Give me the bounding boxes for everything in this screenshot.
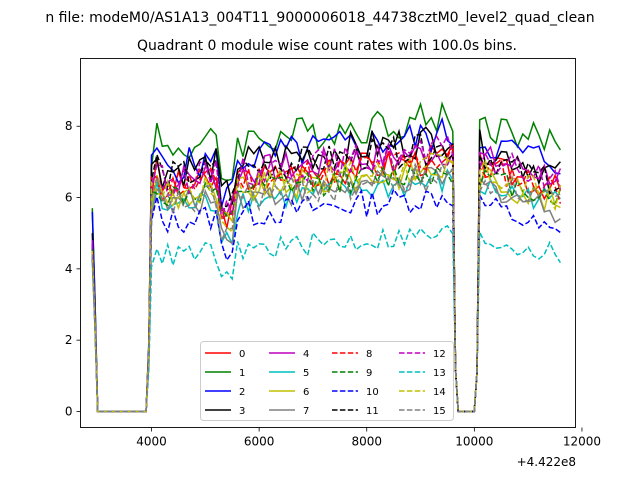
- legend-label-5: 5: [303, 368, 309, 379]
- legend-label-1: 1: [239, 368, 245, 379]
- series-line-13: [91, 224, 562, 413]
- y-axis: 0 2 4 6 8: [65, 119, 81, 418]
- series-line-12: [91, 134, 562, 413]
- x-offset-label: +4.422e8: [517, 455, 576, 469]
- x-tick-label: 6000: [244, 435, 275, 449]
- plot-area-frame: [80, 58, 576, 428]
- series-line-9: [91, 163, 562, 413]
- y-tick-label: 0: [65, 404, 73, 418]
- x-tick-label: 8000: [351, 435, 382, 449]
- legend-label-0: 0: [239, 349, 245, 360]
- series-line-11: [91, 133, 561, 413]
- series-line-4: [91, 142, 562, 413]
- legend-label-3: 3: [239, 406, 245, 417]
- series-line-15: [91, 162, 561, 413]
- chart-suptitle: n file: modeM0/AS1A13_004T11_9000006018_…: [45, 10, 594, 26]
- legend-label-6: 6: [303, 387, 309, 398]
- legend-label-8: 8: [366, 349, 372, 360]
- x-tick-label: 10000: [455, 435, 493, 449]
- y-tick-label: 2: [65, 333, 73, 347]
- y-tick-label: 8: [65, 119, 73, 133]
- series-line-10: [91, 187, 561, 413]
- legend-label-11: 11: [366, 406, 379, 417]
- x-tick-label: 12000: [563, 435, 601, 449]
- legend-label-4: 4: [303, 349, 309, 360]
- legend-label-13: 13: [433, 368, 446, 379]
- x-tick-label: 4000: [136, 435, 167, 449]
- series-line-7: [91, 164, 561, 413]
- y-tick-label: 4: [65, 262, 73, 276]
- legend-label-10: 10: [366, 387, 379, 398]
- legend-label-7: 7: [303, 406, 309, 417]
- legend-label-9: 9: [366, 368, 372, 379]
- y-tick-label: 6: [65, 191, 73, 205]
- legend-box: [200, 341, 454, 421]
- series-line-14: [91, 152, 562, 413]
- legend-label-15: 15: [433, 406, 446, 417]
- plot-lines: [91, 101, 562, 413]
- legend-label-12: 12: [433, 349, 446, 360]
- legend-label-2: 2: [239, 387, 245, 398]
- x-axis: 4000 6000 8000 10000 12000: [136, 427, 601, 449]
- series-line-1: [91, 101, 562, 413]
- chart-title: Quadrant 0 module wise count rates with …: [137, 38, 517, 54]
- legend-label-14: 14: [433, 387, 446, 398]
